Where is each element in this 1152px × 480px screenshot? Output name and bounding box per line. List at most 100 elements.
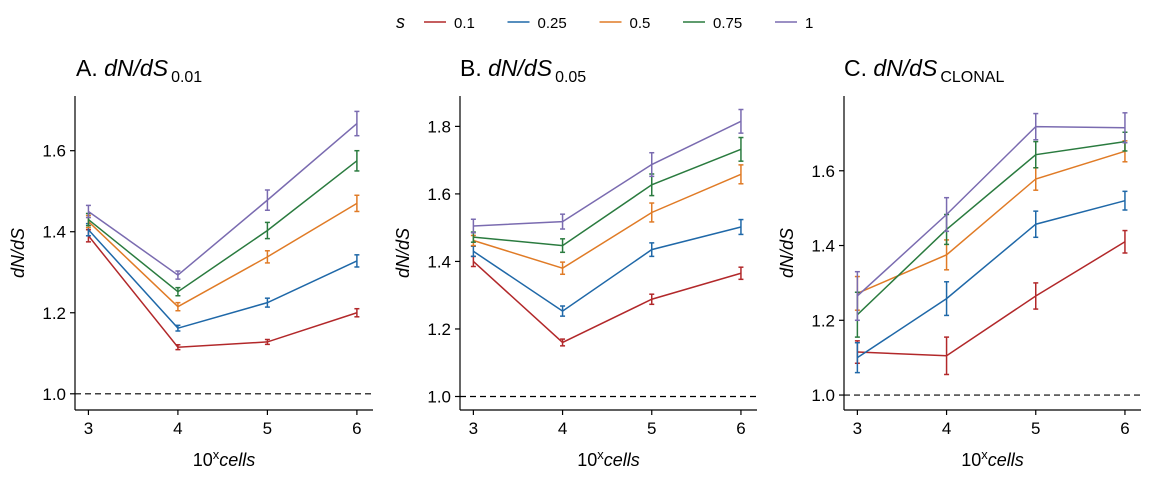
error-bar bbox=[649, 202, 655, 223]
series-line bbox=[87, 235, 358, 348]
x-tick-label: 6 bbox=[736, 419, 745, 438]
legend-item-2: 0.5 bbox=[599, 15, 651, 32]
error-bar bbox=[354, 149, 360, 172]
y-axis-title: dN/dS bbox=[393, 228, 413, 278]
series-0.25 bbox=[854, 190, 1128, 374]
series-0.25 bbox=[470, 218, 744, 317]
error-bar bbox=[560, 238, 566, 254]
panel-1: A. dN/dS 0.01 1.0 1.2 1.4 1.6 3 4 5 6 10xcells dN/d… bbox=[8, 55, 373, 470]
x-tick-label: 5 bbox=[263, 419, 272, 438]
error-bar bbox=[175, 344, 181, 351]
series-1 bbox=[470, 108, 744, 234]
x-tick-label: 4 bbox=[942, 419, 951, 438]
legend-item-1: 0.25 bbox=[507, 15, 567, 32]
series-line bbox=[87, 160, 358, 293]
x-tick-label: 4 bbox=[173, 419, 182, 438]
error-bar bbox=[854, 270, 860, 322]
y-tick-label: 1.4 bbox=[427, 252, 451, 271]
error-bar bbox=[1122, 229, 1128, 254]
y-tick-label: 1.0 bbox=[42, 385, 66, 404]
series-0.75 bbox=[470, 136, 744, 254]
x-tick-label: 3 bbox=[853, 419, 862, 438]
legend-label: 0.1 bbox=[454, 15, 475, 32]
series-line bbox=[87, 202, 358, 308]
error-bar bbox=[354, 194, 360, 213]
error-bar bbox=[649, 242, 655, 258]
error-bar bbox=[1033, 282, 1039, 310]
error-bar bbox=[738, 164, 744, 185]
y-tick-label: 1.4 bbox=[811, 237, 835, 256]
series-line bbox=[856, 199, 1126, 359]
series-0.5 bbox=[854, 140, 1128, 311]
series-0.75 bbox=[85, 149, 360, 297]
error-bar bbox=[560, 305, 566, 317]
error-bar bbox=[264, 250, 270, 264]
y-tick-label: 1.2 bbox=[42, 304, 66, 323]
error-bar bbox=[264, 189, 270, 212]
error-bar bbox=[85, 204, 91, 219]
error-bar bbox=[738, 108, 744, 134]
y-tick-label: 1.6 bbox=[42, 142, 66, 161]
series-line bbox=[473, 120, 742, 227]
error-bar bbox=[470, 218, 476, 234]
series-0.1 bbox=[85, 228, 360, 351]
x-axis-title: 10xcells bbox=[193, 447, 256, 470]
x-tick-label: 5 bbox=[1031, 419, 1040, 438]
y-tick-label: 1.0 bbox=[811, 386, 835, 405]
series-line bbox=[856, 125, 1125, 297]
legend-item-3: 0.75 bbox=[683, 15, 742, 32]
error-bar bbox=[175, 301, 181, 312]
panel-title: B. dN/dS 0.05 bbox=[460, 55, 586, 86]
error-bar bbox=[175, 324, 181, 332]
error-bar bbox=[264, 338, 270, 346]
legend-label: 0.5 bbox=[630, 15, 651, 32]
error-bar bbox=[649, 151, 655, 178]
x-axis-title: 10xcells bbox=[577, 447, 640, 470]
series-1 bbox=[85, 110, 360, 280]
error-bar bbox=[470, 245, 476, 258]
panel-3: C. dN/dS CLONAL 1.0 1.2 1.4 1.6 3 4 5 6 10xcells dN… bbox=[777, 55, 1141, 470]
error-bar bbox=[1033, 112, 1039, 141]
error-bar bbox=[175, 286, 181, 297]
error-bar bbox=[944, 281, 950, 317]
series-line bbox=[473, 173, 742, 270]
panel-title: A. dN/dS 0.01 bbox=[76, 55, 202, 86]
panel-title: C. dN/dS CLONAL bbox=[844, 55, 1004, 86]
x-tick-label: 3 bbox=[84, 419, 93, 438]
x-tick-label: 4 bbox=[558, 419, 567, 438]
series-line bbox=[472, 260, 742, 344]
series-0.5 bbox=[470, 164, 744, 276]
y-tick-label: 1.2 bbox=[427, 320, 451, 339]
error-bar bbox=[649, 293, 655, 306]
error-bar bbox=[470, 255, 476, 268]
error-bar bbox=[1122, 190, 1128, 211]
error-bar bbox=[1033, 210, 1039, 239]
x-axis-title: 10xcells bbox=[961, 447, 1024, 470]
legend-label: 0.25 bbox=[538, 15, 567, 32]
y-axis-title: dN/dS bbox=[8, 228, 28, 278]
x-tick-label: 6 bbox=[352, 419, 361, 438]
legend-label: 1 bbox=[805, 15, 813, 32]
legend-item-4: 1 bbox=[775, 15, 813, 32]
x-tick-label: 3 bbox=[469, 419, 478, 438]
error-bar bbox=[854, 341, 860, 374]
series-0.5 bbox=[85, 194, 360, 312]
error-bar bbox=[560, 213, 566, 230]
error-bar bbox=[944, 196, 950, 233]
error-bar bbox=[1122, 112, 1128, 144]
y-tick-label: 1.6 bbox=[811, 162, 835, 181]
x-tick-label: 6 bbox=[1120, 419, 1129, 438]
error-bar bbox=[1033, 140, 1039, 169]
series-line bbox=[87, 229, 358, 330]
error-bar bbox=[354, 110, 360, 137]
error-bar bbox=[738, 218, 744, 236]
error-bar bbox=[560, 338, 566, 347]
error-bar bbox=[560, 261, 566, 276]
series-0.1 bbox=[470, 255, 744, 347]
error-bar bbox=[175, 270, 181, 280]
series-line bbox=[857, 150, 1126, 295]
error-bar bbox=[264, 221, 270, 240]
chart-panels: A. dN/dS 0.01 1.0 1.2 1.4 1.6 3 4 5 6 10xcells dN/d… bbox=[8, 55, 1141, 470]
y-tick-label: 1.8 bbox=[427, 117, 451, 136]
